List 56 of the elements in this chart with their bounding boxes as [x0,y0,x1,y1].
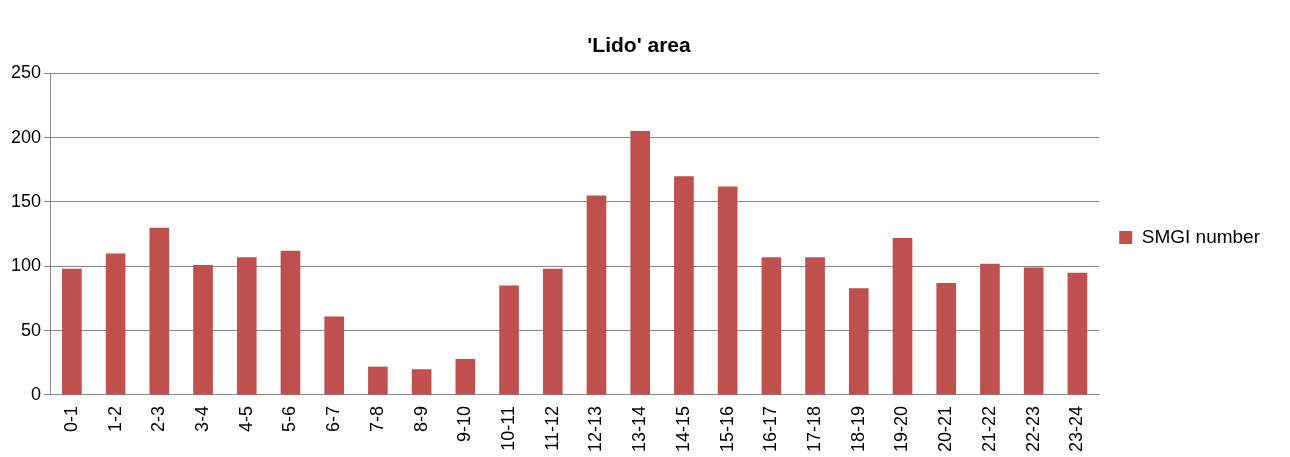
x-tick-label: 23-24 [1066,405,1087,453]
x-tick-label: 15-16 [716,405,737,453]
y-tick-label: 200 [10,126,42,147]
x-tick-label: 20-21 [935,405,956,453]
x-tick-label: 21-22 [978,405,999,453]
x-tick-label: 16-17 [760,405,781,453]
bar [542,268,563,395]
bar [936,282,957,395]
bar [280,250,301,395]
y-tick-label: 100 [10,255,42,276]
bar [1023,267,1044,395]
y-tick-label: 0 [31,383,42,404]
bar [236,257,257,395]
bar [324,316,345,395]
x-tick-label: 4-5 [235,405,256,432]
bar [630,131,651,395]
bar [674,176,694,395]
x-tick-label: 10-11 [498,405,519,451]
y-tick-label: 50 [21,319,42,340]
bar [149,227,170,395]
bar [368,366,388,395]
bar [193,264,213,395]
bar [717,186,738,395]
chart-title: 'Lido' area [587,33,691,57]
bar [892,237,913,395]
x-tick-label: 9-10 [454,405,475,442]
bar [980,263,1000,395]
y-tick-label: 150 [10,190,42,211]
x-tick-label: 17-18 [804,405,825,453]
x-tick-label: 5-6 [279,405,300,432]
x-tick-label: 19-20 [891,405,912,453]
bar [761,257,782,395]
bar [105,253,126,395]
bar [455,358,476,395]
y-tick-label: 250 [10,62,42,83]
bar [1067,272,1088,395]
x-tick-label: 18-19 [847,405,868,453]
bar [848,288,869,395]
x-tick-label: 0-1 [60,405,81,432]
x-tick-label: 2-3 [148,405,169,432]
x-tick-label: 8-9 [410,405,431,432]
legend-label: SMGI number [1141,225,1261,247]
x-tick-label: 6-7 [323,405,344,432]
x-tick-label: 14-15 [672,405,693,453]
x-tick-label: 1-2 [104,405,125,432]
x-tick-label: 13-14 [629,405,650,453]
x-tick-label: 7-8 [366,405,387,432]
x-tick-label: 11-12 [541,405,562,451]
x-tick-label: 12-13 [585,405,606,453]
bar [411,369,432,395]
bar [805,257,825,395]
x-tick-label: 3-4 [192,405,213,432]
bar [586,195,607,395]
x-tick-label: 22-23 [1022,405,1043,453]
bar [499,285,519,395]
bar [62,268,82,395]
